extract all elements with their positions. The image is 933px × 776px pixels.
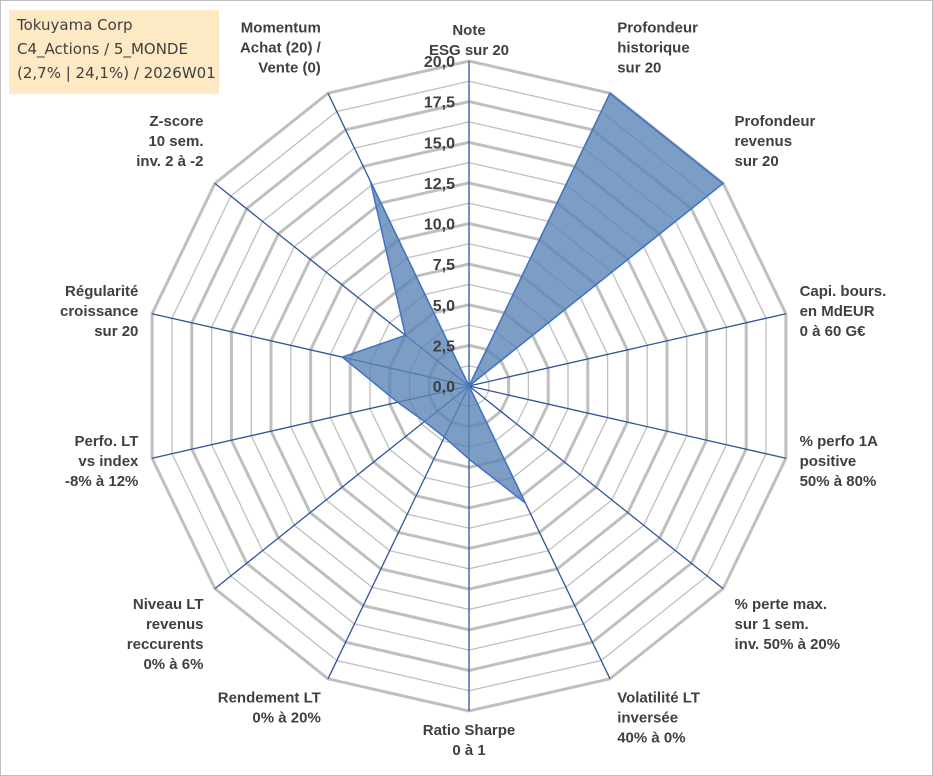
category-label: Volatilité LT inversée 40% à 0% xyxy=(617,690,700,747)
category-label: Ratio Sharpe 0 à 1 xyxy=(423,722,516,759)
radar-spoke xyxy=(468,313,787,387)
category-label: Z-score 10 sem. inv. 2 à -2 xyxy=(136,113,203,170)
score-period-label: (2,7% | 24,1%) / 2026W01 xyxy=(17,64,216,82)
radial-tick-label: 12,5 xyxy=(424,176,455,193)
radar-spoke xyxy=(468,385,724,590)
category-label: Niveau LT revenus reccurents 0% à 6% xyxy=(127,596,204,673)
category-label: Profondeur historique sur 20 xyxy=(617,19,698,76)
category-label: % perfo 1A positive 50% à 80% xyxy=(800,433,879,490)
radial-tick-label: 17,5 xyxy=(424,95,455,112)
radar-spoke xyxy=(468,385,787,459)
company-name: Tokuyama Corp xyxy=(17,16,133,34)
category-label: Capi. bours. en MdEUR 0 à 60 G€ xyxy=(800,283,887,340)
category-label: % perte max. sur 1 sem. inv. 50% à 20% xyxy=(735,596,841,653)
category-label: Rendement LT 0% à 20% xyxy=(218,690,321,727)
radial-tick-label: 0,0 xyxy=(433,379,455,396)
radial-tick-label: 20,0 xyxy=(424,54,455,71)
category-label: Note ESG sur 20 xyxy=(429,22,509,59)
category-label: Régularité croissance sur 20 xyxy=(60,283,138,340)
category-label: Perfo. LT vs index -8% à 12% xyxy=(65,433,139,490)
category-label: Profondeur revenus sur 20 xyxy=(735,113,816,170)
radial-tick-label: 5,0 xyxy=(433,298,455,315)
category-label: Momentum Achat (20) / Vente (0) xyxy=(240,19,322,76)
info-box: Tokuyama Corp C4_Actions / 5_MONDE (2,7%… xyxy=(9,10,219,94)
radial-tick-label: 7,5 xyxy=(433,257,455,274)
portfolio-label: C4_Actions / 5_MONDE xyxy=(17,40,188,58)
radial-tick-label: 10,0 xyxy=(424,217,455,234)
data-series-polygon xyxy=(341,92,724,504)
radial-tick-label: 2,5 xyxy=(433,338,455,355)
radial-tick-label: 15,0 xyxy=(424,135,455,152)
